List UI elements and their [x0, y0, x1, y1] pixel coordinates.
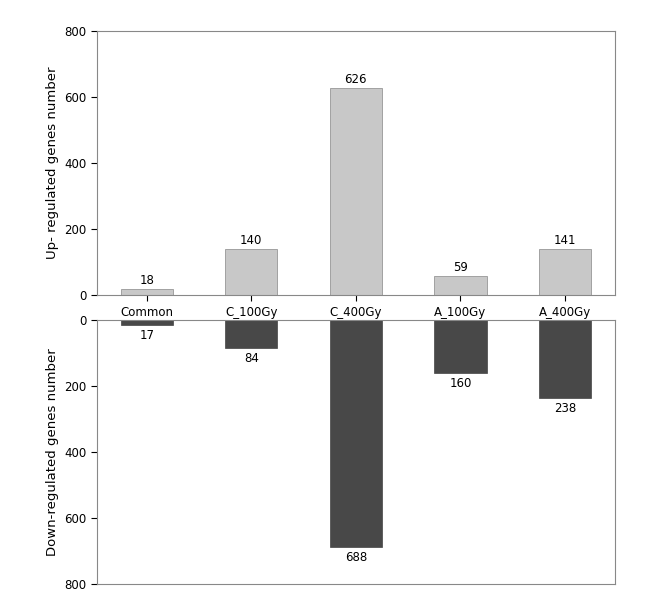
Bar [330, 320, 382, 547]
Bar [539, 320, 591, 399]
Text: 140: 140 [240, 234, 263, 247]
Text: 59: 59 [453, 261, 468, 274]
Bar [434, 320, 487, 373]
Text: 17: 17 [139, 330, 154, 343]
Bar [330, 89, 382, 295]
Bar [225, 320, 278, 347]
Text: 84: 84 [244, 352, 259, 365]
Text: 688: 688 [345, 551, 367, 564]
Text: 18: 18 [139, 274, 154, 287]
Text: 141: 141 [554, 234, 576, 247]
Text: 160: 160 [449, 376, 472, 390]
Text: 238: 238 [554, 402, 576, 416]
Y-axis label: Down-regulated genes number: Down-regulated genes number [46, 348, 59, 556]
Bar [539, 248, 591, 295]
Bar [120, 289, 173, 295]
Bar [434, 276, 487, 295]
Bar [225, 249, 278, 295]
Text: 626: 626 [345, 73, 367, 86]
Y-axis label: Up- regulated genes number: Up- regulated genes number [46, 66, 59, 260]
Bar [120, 320, 173, 325]
